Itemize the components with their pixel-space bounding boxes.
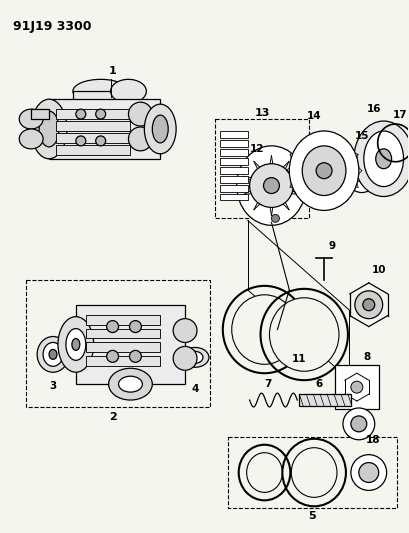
Bar [219, 140, 247, 147]
Circle shape [350, 381, 362, 393]
Circle shape [271, 214, 279, 222]
Ellipse shape [181, 348, 209, 367]
Ellipse shape [350, 455, 386, 490]
Bar [85, 314, 160, 325]
Ellipse shape [291, 448, 336, 497]
Text: 12: 12 [250, 144, 264, 154]
Ellipse shape [187, 351, 202, 364]
Circle shape [106, 321, 118, 333]
Text: 17: 17 [392, 110, 407, 120]
Ellipse shape [58, 317, 94, 372]
Ellipse shape [354, 291, 382, 319]
Text: 9: 9 [328, 241, 335, 251]
Ellipse shape [19, 109, 43, 129]
Ellipse shape [49, 350, 57, 359]
Bar [219, 158, 247, 165]
Ellipse shape [301, 146, 345, 196]
Ellipse shape [363, 131, 402, 187]
Ellipse shape [118, 376, 142, 392]
Ellipse shape [66, 328, 85, 360]
Ellipse shape [375, 149, 391, 169]
Bar [31, 109, 49, 119]
Bar [26, 280, 209, 407]
Ellipse shape [73, 79, 128, 103]
Bar [227, 437, 396, 508]
Circle shape [129, 350, 141, 362]
Ellipse shape [108, 368, 152, 400]
Text: 2: 2 [108, 412, 116, 422]
Bar [73, 91, 128, 107]
Ellipse shape [358, 463, 378, 482]
Bar [56, 109, 130, 119]
Ellipse shape [343, 149, 379, 192]
Text: 11: 11 [291, 354, 306, 365]
Ellipse shape [350, 416, 366, 432]
Ellipse shape [37, 336, 69, 372]
Ellipse shape [353, 121, 409, 197]
Bar [219, 131, 247, 138]
Ellipse shape [173, 346, 196, 370]
Ellipse shape [231, 295, 297, 364]
Bar [214, 119, 308, 219]
Ellipse shape [152, 115, 168, 143]
Ellipse shape [315, 163, 331, 179]
Ellipse shape [289, 131, 358, 211]
Circle shape [362, 299, 374, 311]
Ellipse shape [236, 146, 306, 225]
Ellipse shape [39, 111, 59, 147]
Text: 10: 10 [371, 265, 385, 275]
Bar [219, 193, 247, 200]
Circle shape [76, 109, 85, 119]
Text: 6: 6 [315, 379, 322, 389]
Bar [219, 149, 247, 156]
Bar [219, 184, 247, 191]
Bar [219, 167, 247, 174]
Bar [334, 365, 378, 409]
Text: 5: 5 [308, 511, 315, 521]
Ellipse shape [269, 298, 338, 372]
Ellipse shape [43, 343, 63, 366]
Ellipse shape [19, 129, 43, 149]
Ellipse shape [72, 338, 80, 350]
Ellipse shape [128, 102, 152, 126]
Text: 13: 13 [254, 108, 270, 118]
Text: 14: 14 [306, 111, 321, 121]
Text: 16: 16 [366, 104, 380, 114]
Text: 3: 3 [49, 381, 56, 391]
Bar [56, 121, 130, 131]
Text: 8: 8 [362, 352, 369, 362]
Text: 1: 1 [108, 67, 116, 76]
Ellipse shape [31, 99, 67, 159]
Text: 15: 15 [354, 131, 368, 141]
Circle shape [76, 136, 85, 146]
Circle shape [95, 136, 106, 146]
Bar [56, 145, 130, 155]
Ellipse shape [263, 177, 279, 193]
Text: 4: 4 [191, 384, 198, 394]
Circle shape [106, 350, 118, 362]
Ellipse shape [144, 104, 176, 154]
Circle shape [95, 109, 106, 119]
Bar [76, 305, 184, 384]
Bar [56, 133, 130, 143]
Circle shape [129, 321, 141, 333]
Text: 91J19 3300: 91J19 3300 [13, 20, 92, 33]
Ellipse shape [173, 319, 196, 343]
Bar [219, 176, 247, 183]
Bar [85, 343, 160, 352]
Ellipse shape [246, 453, 282, 492]
Ellipse shape [342, 408, 374, 440]
Text: 18: 18 [364, 435, 379, 445]
Ellipse shape [128, 127, 152, 151]
Bar [85, 328, 160, 338]
Bar [49, 99, 160, 159]
Ellipse shape [110, 79, 146, 103]
Bar [85, 357, 160, 366]
Ellipse shape [249, 164, 292, 207]
Ellipse shape [355, 165, 367, 176]
Text: 7: 7 [263, 379, 270, 389]
Bar [299, 394, 350, 406]
